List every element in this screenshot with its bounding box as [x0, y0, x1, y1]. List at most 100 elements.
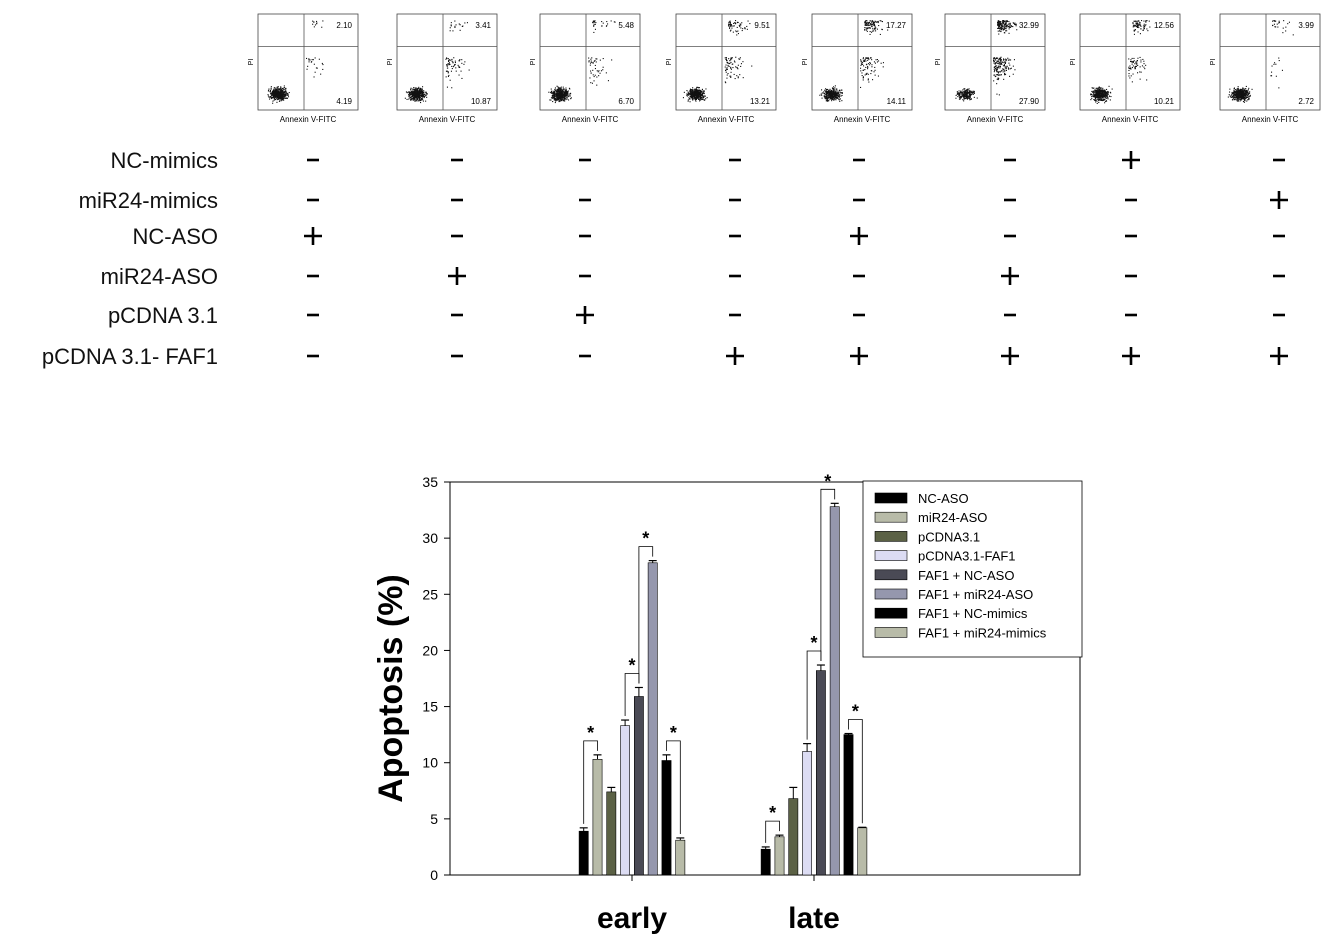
bracket-line: [583, 740, 598, 824]
lower-right-quadrant-value: 10.21: [1154, 97, 1175, 106]
flow-dots: [819, 20, 889, 102]
significance-bracket: *: [848, 702, 863, 824]
bar-4: [633, 696, 644, 876]
upper-right-quadrant-value: 3.99: [1298, 21, 1314, 30]
condition-row: pCDNA 3.1- FAF1: [42, 344, 1288, 369]
bar-0: [760, 848, 771, 876]
flow-panel: 17.27 14.11 Annexin V-FITC PI: [802, 13, 913, 124]
flow-x-axis-label: Annexin V-FITC: [1242, 115, 1299, 124]
plus-mark: [1122, 347, 1140, 365]
y-tick-label: 15: [422, 699, 438, 715]
bar-1: [592, 758, 603, 876]
plus-mark: [1001, 347, 1019, 365]
legend-swatch: [874, 627, 908, 638]
condition-row: NC-mimics: [110, 148, 1285, 173]
bracket-line: [820, 488, 836, 662]
plus-mark: [1270, 347, 1288, 365]
bar-4: [815, 670, 826, 876]
flow-dots: [548, 20, 616, 104]
significance-star: *: [852, 702, 859, 722]
legend-label: pCDNA3.1-FAF1: [918, 549, 1016, 564]
flow-dots: [267, 20, 324, 104]
y-axis-title: Apoptosis (%): [372, 574, 410, 803]
bar-5: [829, 506, 840, 876]
lower-right-quadrant-value: 6.70: [618, 97, 634, 106]
bar-6: [661, 760, 672, 876]
flow-x-axis-label: Annexin V-FITC: [1102, 115, 1159, 124]
significance-star: *: [628, 655, 635, 675]
flow-dots: [682, 20, 753, 103]
y-tick-label: 20: [422, 642, 438, 658]
upper-right-quadrant-value: 12.56: [1154, 21, 1175, 30]
legend-label: FAF1 + NC-mimics: [918, 606, 1028, 621]
legend-swatch: [874, 511, 908, 523]
bar-3: [802, 751, 812, 876]
flow-x-axis-label: Annexin V-FITC: [562, 115, 619, 124]
flow-x-axis-label: Annexin V-FITC: [419, 115, 476, 124]
flow-y-axis-label: PI: [530, 59, 537, 66]
flow-panel: 32.99 27.90 Annexin V-FITC PI: [935, 13, 1046, 124]
flow-x-axis-label: Annexin V-FITC: [698, 115, 755, 124]
plus-mark: [1270, 191, 1288, 209]
condition-row: miR24-ASO: [101, 264, 1285, 289]
plus-mark: [576, 306, 594, 324]
plus-mark: [850, 227, 868, 245]
condition-row-label: pCDNA 3.1- FAF1: [42, 344, 218, 369]
significance-star: *: [769, 803, 776, 823]
condition-row-label: miR24-ASO: [101, 264, 218, 289]
lower-right-quadrant-value: 27.90: [1019, 97, 1040, 106]
legend-label: pCDNA3.1: [918, 529, 980, 544]
legend-label: FAF1 + NC-ASO: [918, 568, 1014, 583]
flow-y-axis-label: PI: [666, 59, 673, 66]
plus-mark: [1001, 267, 1019, 285]
legend-swatch: [874, 492, 908, 504]
y-tick-label: 25: [422, 586, 438, 602]
upper-right-quadrant-value: 32.99: [1019, 21, 1040, 30]
legend-swatch: [874, 607, 908, 619]
significance-star: *: [587, 723, 594, 743]
legend-swatch: [874, 550, 908, 561]
legend-label: FAF1 + miR24-mimics: [918, 625, 1047, 640]
bar-1: [774, 836, 785, 876]
y-tick-label: 5: [430, 811, 438, 827]
lower-right-quadrant-value: 4.19: [336, 97, 352, 106]
flow-panel: 3.99 2.72 Annexin V-FITC PI: [1210, 13, 1321, 124]
flow-dots: [1227, 20, 1294, 103]
bracket-line: [666, 740, 681, 834]
bar-7: [675, 839, 686, 876]
significance-star: *: [670, 723, 677, 743]
significance-bracket: *: [765, 803, 780, 843]
condition-row-label: miR24-mimics: [79, 188, 218, 213]
flow-panel-frame: [675, 13, 777, 111]
bracket-line: [765, 820, 780, 843]
flow-panel: 2.10 4.19 Annexin V-FITC PI: [248, 13, 359, 124]
legend-label: FAF1 + miR24-ASO: [918, 587, 1033, 602]
bar-2: [788, 798, 799, 876]
flow-y-axis-label: PI: [1070, 59, 1077, 66]
upper-right-quadrant-value: 17.27: [886, 21, 907, 30]
upper-right-quadrant-value: 9.51: [754, 21, 770, 30]
flow-y-axis-label: PI: [1210, 59, 1217, 66]
lower-right-quadrant-value: 10.87: [471, 97, 492, 106]
treatment-conditions-table: NC-mimics miR24-mimics NC-ASO miR24-ASO pCDN…: [42, 148, 1288, 369]
condition-row-label: pCDNA 3.1: [108, 303, 218, 328]
legend-swatch: [874, 569, 908, 581]
bar-2: [606, 791, 617, 876]
bar-6: [843, 734, 854, 876]
bracket-line: [848, 719, 863, 824]
condition-row-label: NC-ASO: [132, 224, 218, 249]
bar-7: [857, 827, 868, 876]
chart-axes: 0 5 10 15 20 25 30 35 Apoptosis (%) early late: [372, 474, 1081, 935]
significance-star: *: [810, 633, 817, 653]
flow-x-axis-label: Annexin V-FITC: [280, 115, 337, 124]
bar-3: [620, 725, 630, 876]
lower-right-quadrant-value: 14.11: [887, 97, 907, 106]
condition-row: miR24-mimics: [79, 188, 1288, 213]
flow-y-axis-label: PI: [802, 59, 809, 66]
plus-mark: [726, 347, 744, 365]
x-category-label: late: [788, 902, 840, 935]
condition-row: NC-ASO: [132, 224, 1285, 249]
x-category-label: early: [597, 902, 667, 935]
significance-bracket: *: [583, 723, 598, 824]
y-tick-label: 10: [422, 755, 438, 771]
